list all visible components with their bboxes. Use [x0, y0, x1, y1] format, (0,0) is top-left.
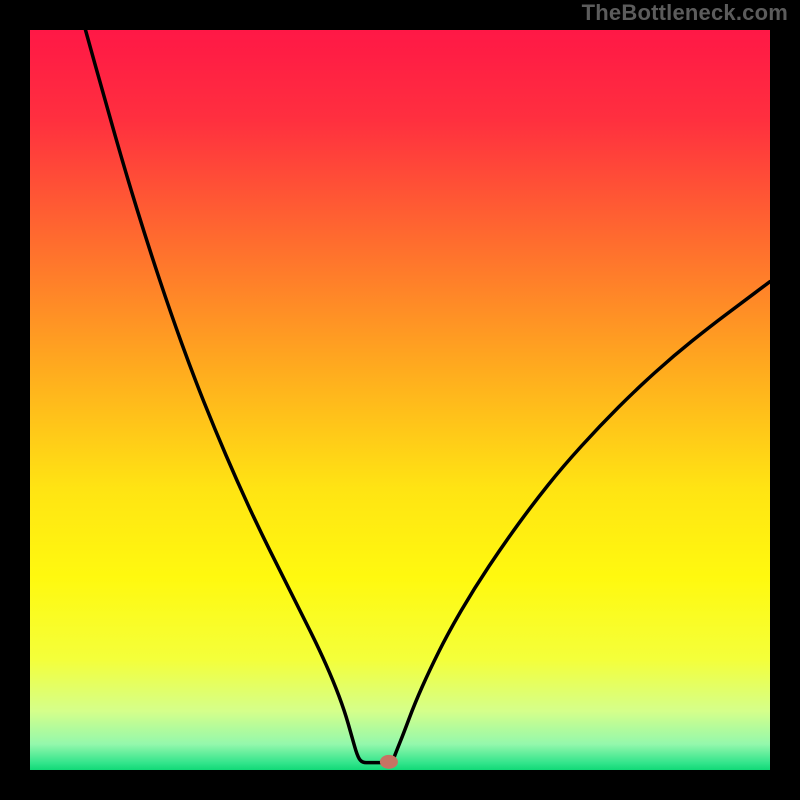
watermark-text: TheBottleneck.com — [582, 0, 788, 26]
optimal-point-marker — [380, 755, 398, 769]
chart-gradient-background — [30, 30, 770, 770]
bottleneck-curve-chart — [0, 0, 800, 800]
